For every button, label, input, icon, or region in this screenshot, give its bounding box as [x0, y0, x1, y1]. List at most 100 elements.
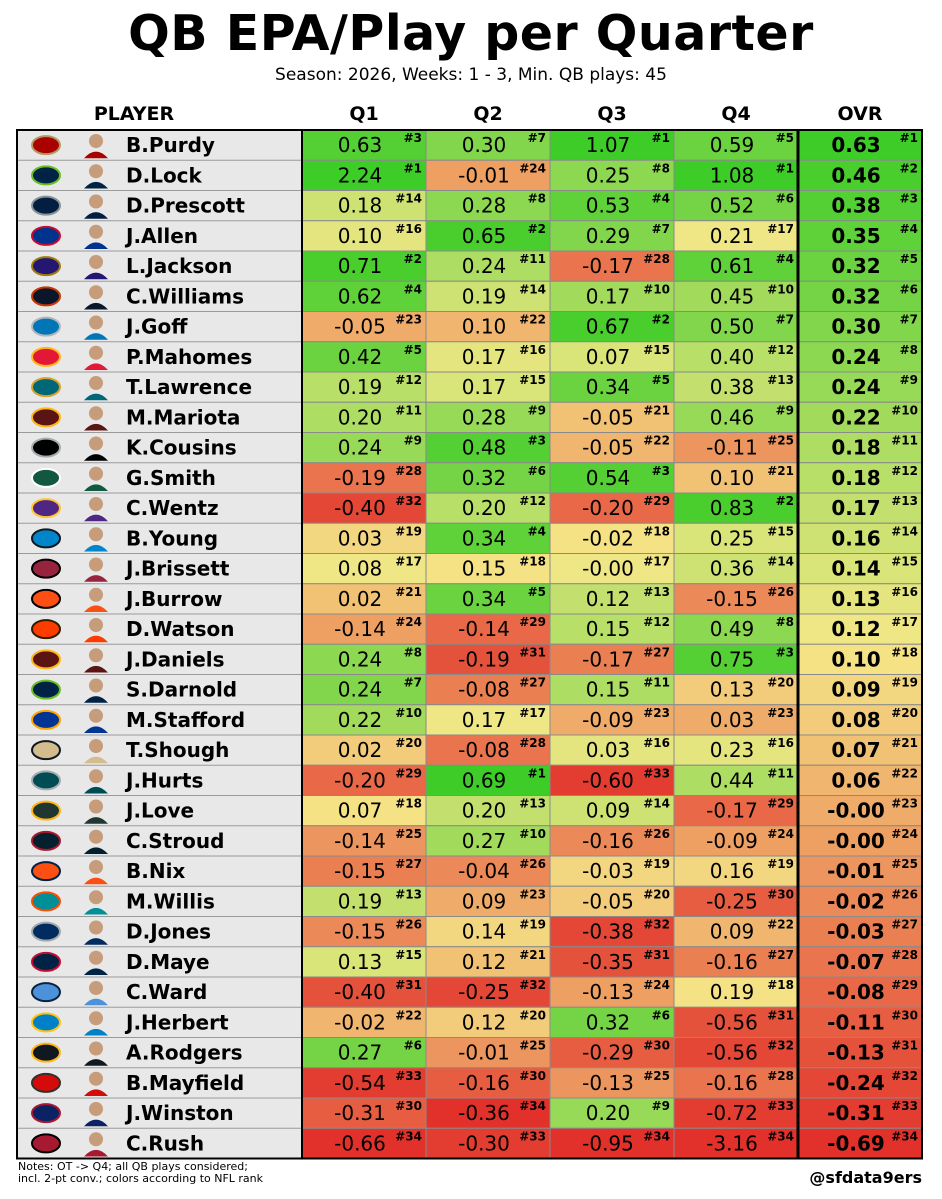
headshot-face [89, 134, 103, 148]
table-border [16, 129, 923, 1160]
buccaneers-logo-icon [31, 1072, 61, 1093]
epa-value: 0.19 [462, 284, 507, 308]
quarter-cell [301, 643, 427, 675]
table-row: J.Winston -0.31 #30 -0.36 #34 0.20 #9 -0.72 #33-… [17, 1097, 923, 1129]
ovr-cell [797, 1127, 923, 1159]
quarter-cell [673, 613, 799, 645]
rank-label: #13 [395, 887, 422, 901]
quarter-cell [301, 1037, 427, 1069]
epa-value: 0.29 [586, 224, 631, 248]
epa-value: -0.20 [582, 496, 634, 520]
rank-label: #20 [767, 676, 794, 690]
player-headshot [84, 708, 108, 733]
rank-label: #3 [652, 464, 670, 478]
rank-label: #8 [776, 615, 794, 629]
logo-shape [31, 1012, 61, 1033]
rank-label: #24 [395, 615, 422, 629]
player-name: D.Lock [126, 163, 203, 187]
epa-value: 0.40 [710, 345, 755, 369]
epa-value: 0.19 [338, 889, 383, 913]
player-name: J.Allen [124, 224, 198, 248]
rank-label: #7 [528, 131, 546, 145]
rank-label: #28 [891, 948, 918, 962]
epa-value: -0.38 [582, 920, 634, 944]
rank-label: #16 [767, 736, 794, 750]
headshot-jersey [84, 423, 108, 431]
quarter-cell [425, 976, 551, 1008]
headshot-jersey [84, 1059, 108, 1066]
ovr-value: 0.09 [831, 678, 880, 702]
rank-label: #21 [519, 948, 546, 962]
quarter-cell [549, 129, 675, 161]
epa-value: 0.20 [462, 799, 507, 823]
ovr-value: 0.17 [831, 496, 880, 520]
rank-label: #34 [519, 1099, 546, 1113]
ovr-value: 0.08 [831, 708, 880, 732]
rank-label: #22 [891, 766, 918, 780]
player-headshot [84, 981, 108, 1006]
quarter-cell [673, 371, 799, 403]
player-headshot [84, 1041, 108, 1066]
table-row: J.Allen 0.10 #16 0.65 #2 0.29 #7 0.21 #17 0.35 #4 [17, 220, 923, 252]
rank-label: #21 [395, 585, 422, 599]
rank-label: #11 [891, 434, 918, 448]
rank-label: #21 [767, 464, 794, 478]
rank-label: #16 [643, 736, 670, 750]
epa-value: 0.15 [586, 678, 631, 702]
rank-label: #23 [891, 797, 918, 811]
dolphins-logo-icon [31, 891, 61, 912]
epa-value: 0.12 [586, 587, 631, 611]
epa-value: 0.02 [338, 738, 383, 762]
quarter-cell [673, 583, 799, 615]
headshot-jersey [84, 333, 108, 340]
rank-label: #12 [643, 615, 670, 629]
quarter-cell [673, 220, 799, 252]
ovr-value: 0.38 [831, 194, 880, 218]
rank-label: #16 [519, 343, 546, 357]
quarter-cell [673, 1067, 799, 1099]
epa-value: 0.07 [338, 799, 383, 823]
cardinals-logo-icon [31, 558, 61, 579]
quarter-cell [425, 885, 551, 917]
footnote-line-1: Notes: OT -> Q4; all QB plays considered… [18, 1160, 248, 1173]
epa-value: -0.01 [458, 163, 510, 187]
player-headshot [84, 950, 108, 975]
logo-shape [31, 1042, 61, 1063]
player-headshot [84, 466, 108, 491]
epa-value: -0.25 [458, 980, 510, 1004]
epa-value: -0.11 [706, 436, 758, 460]
rank-label: #11 [767, 766, 794, 780]
ovr-value: 0.24 [831, 345, 880, 369]
player-headshot [84, 285, 108, 310]
ovr-cell [797, 825, 923, 857]
epa-value: 0.53 [586, 194, 631, 218]
headshot-face [89, 860, 103, 874]
player-headshot [84, 436, 108, 461]
headshot-face [89, 557, 103, 572]
rank-label: #26 [643, 827, 670, 841]
rank-label: #17 [519, 706, 546, 720]
player-headshot [84, 164, 108, 189]
table-row: J.Burrow 0.02 #21 0.34 #5 0.12 #13 -0.15 #26 0.13… [17, 583, 923, 615]
epa-value: 0.71 [338, 254, 383, 278]
epa-value: 0.46 [710, 405, 755, 429]
logo-shape [31, 679, 61, 700]
rank-label: #31 [767, 1008, 794, 1022]
ovr-cell [797, 704, 923, 736]
quarter-cell [673, 946, 799, 978]
player-name: T.Shough [126, 738, 229, 762]
rank-label: #33 [891, 1099, 918, 1113]
epa-value: 0.21 [710, 224, 755, 248]
headshot-face [89, 164, 103, 179]
rank-label: #6 [404, 1039, 422, 1053]
ovr-value: -0.00 [827, 829, 885, 853]
seahawks-logo-icon [31, 165, 61, 186]
rank-label: #1 [652, 131, 670, 145]
rank-label: #13 [643, 585, 670, 599]
player-name: G.Smith [126, 466, 216, 490]
quarter-cell [673, 159, 799, 191]
headshot-jersey [84, 726, 108, 733]
headshot-face [89, 708, 103, 723]
rank-label: #9 [776, 403, 794, 417]
headshot-jersey [84, 1089, 108, 1096]
